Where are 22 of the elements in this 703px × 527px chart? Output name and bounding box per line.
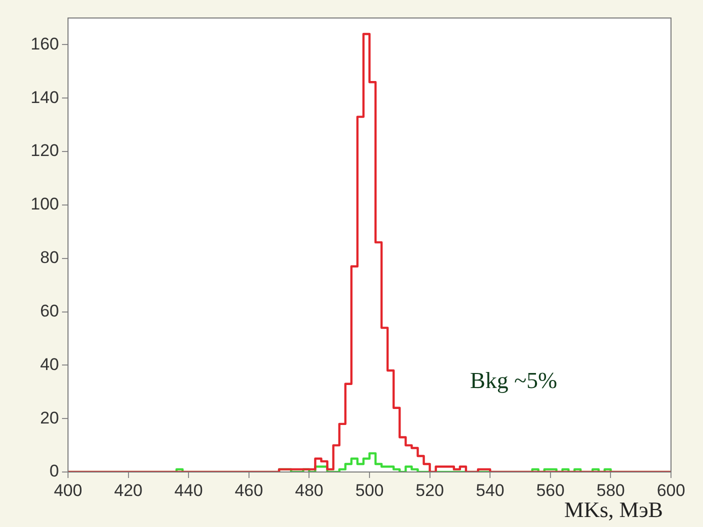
- x-tick-label: 480: [295, 480, 324, 500]
- y-tick-label: 60: [40, 301, 59, 320]
- y-tick-label: 80: [40, 248, 59, 268]
- x-axis-title: MKs, МэВ: [564, 497, 663, 523]
- y-tick-label: 160: [30, 34, 59, 54]
- annotation: Bkg ~5%: [470, 368, 558, 394]
- x-tick-label: 600: [656, 480, 686, 500]
- y-tick-label: 40: [40, 354, 59, 374]
- x-tick-label: 560: [536, 480, 565, 500]
- y-tick-label: 100: [30, 194, 59, 214]
- y-tick-label: 120: [30, 141, 59, 160]
- x-tick-label: 460: [234, 480, 264, 500]
- x-tick-label: 440: [174, 480, 203, 500]
- x-tick-label: 400: [54, 480, 82, 500]
- y-tick-label: 0: [50, 462, 59, 481]
- x-tick-label: 500: [355, 480, 384, 500]
- x-tick-label: 520: [416, 480, 444, 500]
- y-tick-label: 140: [30, 88, 59, 107]
- x-tick-label: 540: [476, 480, 504, 500]
- y-tick-label: 20: [40, 408, 59, 428]
- x-tick-label: 580: [596, 480, 625, 500]
- x-tick-label: 420: [114, 480, 142, 500]
